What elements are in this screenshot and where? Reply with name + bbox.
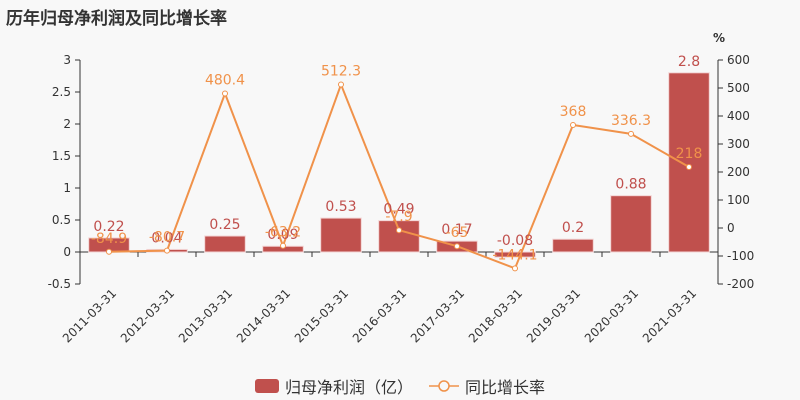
bar-value-label: 0.17 bbox=[441, 222, 472, 238]
right-axis-tick: 400 bbox=[727, 109, 750, 123]
legend-item-growth[interactable]: 同比增长率 bbox=[429, 374, 545, 398]
x-axis-label: 2016-03-31 bbox=[350, 286, 409, 345]
legend-label-profit: 归母净利润（亿） bbox=[284, 378, 413, 397]
growth-value-label: -84.9 bbox=[91, 231, 127, 247]
bar[interactable] bbox=[494, 251, 536, 258]
growth-value-label: 336.3 bbox=[611, 113, 651, 129]
line-marker-icon bbox=[429, 380, 459, 392]
growth-value-label: -65 bbox=[446, 225, 469, 241]
bar-value-label: 0.88 bbox=[615, 177, 646, 193]
right-axis-tick: 500 bbox=[727, 81, 750, 95]
growth-value-label: -63.2 bbox=[265, 225, 301, 241]
right-axis-tick: -100 bbox=[727, 249, 754, 263]
growth-value-label: 512.3 bbox=[321, 64, 361, 80]
bar[interactable] bbox=[552, 238, 594, 253]
right-axis-tick: 600 bbox=[727, 53, 750, 67]
growth-value-label: 480.4 bbox=[205, 72, 245, 88]
growth-point[interactable] bbox=[164, 247, 170, 254]
left-axis-tick: 2 bbox=[63, 117, 71, 131]
left-axis-tick: -0.5 bbox=[48, 277, 71, 291]
x-axis-label: 2018-03-31 bbox=[466, 286, 525, 345]
growth-point[interactable] bbox=[454, 243, 460, 250]
bar-value-label: 2.8 bbox=[678, 54, 700, 70]
growth-value-label: 218 bbox=[676, 146, 703, 162]
bar[interactable] bbox=[668, 72, 710, 253]
legend-label-growth: 同比增长率 bbox=[465, 378, 546, 397]
bar-value-label: 0.49 bbox=[383, 202, 414, 218]
growth-point[interactable] bbox=[106, 248, 112, 255]
bar-value-label: 0.2 bbox=[562, 220, 584, 236]
bar-swatch-icon bbox=[254, 379, 279, 393]
growth-point[interactable] bbox=[686, 163, 692, 170]
growth-value-label: 368 bbox=[560, 104, 587, 120]
growth-point[interactable] bbox=[570, 121, 576, 128]
left-axis-tick: 1.5 bbox=[52, 149, 71, 163]
left-axis-tick: 0 bbox=[63, 245, 71, 259]
x-axis-label: 2021-03-31 bbox=[640, 286, 699, 345]
bar[interactable] bbox=[320, 217, 362, 253]
bar-value-label: -0.08 bbox=[497, 233, 533, 249]
left-axis-tick: 1 bbox=[63, 181, 71, 195]
growth-point[interactable] bbox=[222, 90, 228, 97]
right-axis-tick: -200 bbox=[727, 277, 754, 291]
left-axis-tick: 3 bbox=[63, 53, 71, 67]
chart-area: -0.5 0 0.5 1 1.5 2 2.5 3 -200 -100 0 100 200 300 400 50… bbox=[48, 53, 755, 345]
bar-value-label: 0.25 bbox=[209, 217, 240, 233]
bar-value-label: 0.04 bbox=[151, 230, 182, 246]
growth-value-label: -144.1 bbox=[492, 247, 537, 263]
right-axis-tick: 100 bbox=[727, 193, 750, 207]
right-axis-unit: % bbox=[713, 31, 726, 45]
bar[interactable] bbox=[378, 220, 420, 253]
right-axis-tick: 300 bbox=[727, 137, 750, 151]
bar[interactable] bbox=[204, 235, 246, 253]
bar-value-label: 0.22 bbox=[93, 219, 124, 235]
growth-value-label: -80.7 bbox=[149, 230, 185, 246]
x-axis-label: 2015-03-31 bbox=[292, 286, 351, 345]
legend: 归母净利润（亿） 同比增长率 bbox=[0, 374, 800, 398]
x-axis-label: 2013-03-31 bbox=[176, 286, 235, 345]
x-axis-label: 2012-03-31 bbox=[118, 286, 177, 345]
left-axis-tick: 2.5 bbox=[52, 85, 71, 99]
growth-point[interactable] bbox=[628, 130, 634, 137]
growth-point[interactable] bbox=[280, 242, 286, 249]
right-axis-tick: 0 bbox=[727, 221, 735, 235]
growth-point[interactable] bbox=[512, 265, 518, 272]
x-axis-label: 2020-03-31 bbox=[582, 286, 641, 345]
bar[interactable] bbox=[610, 195, 652, 253]
x-axis-label: 2019-03-31 bbox=[524, 286, 583, 345]
x-axis-label: 2014-03-31 bbox=[234, 286, 293, 345]
growth-point[interactable] bbox=[396, 227, 402, 234]
growth-point[interactable] bbox=[338, 81, 344, 88]
x-axis-label: 2011-03-31 bbox=[60, 286, 119, 345]
chart-title: 历年归母净利润及同比增长率 bbox=[6, 9, 227, 29]
right-axis-tick: 200 bbox=[727, 165, 750, 179]
x-axis-label: 2017-03-31 bbox=[408, 286, 467, 345]
legend-item-profit[interactable]: 归母净利润（亿） bbox=[254, 374, 413, 398]
bar-value-label: 0.09 bbox=[267, 227, 298, 243]
bar-value-label: 0.53 bbox=[325, 199, 356, 215]
left-axis-tick: 0.5 bbox=[52, 213, 71, 227]
growth-value-label: -7.9 bbox=[385, 209, 412, 225]
